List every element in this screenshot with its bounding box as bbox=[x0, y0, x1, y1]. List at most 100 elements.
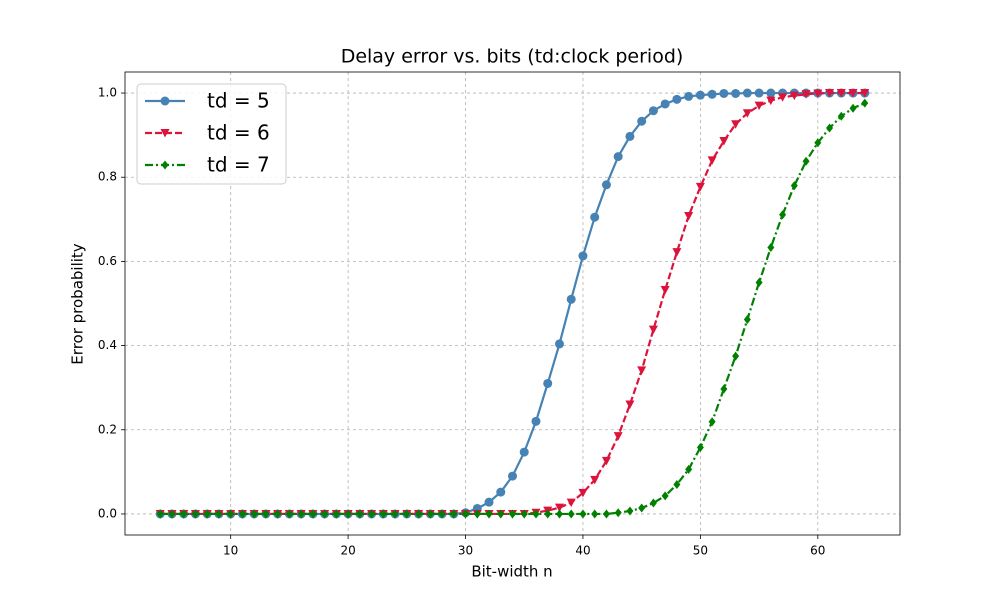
marker bbox=[590, 212, 600, 222]
x-tick-label: 50 bbox=[693, 544, 708, 558]
marker bbox=[578, 488, 588, 498]
marker bbox=[801, 90, 811, 99]
marker bbox=[848, 89, 858, 98]
legend-marker bbox=[160, 129, 170, 138]
marker bbox=[649, 498, 657, 508]
marker bbox=[789, 91, 799, 101]
marker bbox=[344, 509, 352, 519]
marker bbox=[849, 103, 857, 113]
legend-label: td = 5 bbox=[207, 89, 270, 113]
marker bbox=[743, 314, 751, 324]
marker bbox=[601, 456, 611, 466]
marker bbox=[215, 509, 223, 519]
marker bbox=[332, 509, 340, 519]
marker bbox=[191, 509, 199, 519]
marker bbox=[496, 487, 506, 497]
marker bbox=[519, 447, 529, 457]
marker bbox=[766, 96, 776, 106]
marker bbox=[485, 509, 493, 519]
marker bbox=[754, 88, 764, 98]
marker bbox=[731, 88, 741, 98]
marker bbox=[696, 442, 704, 452]
marker bbox=[802, 156, 810, 166]
marker bbox=[613, 432, 623, 441]
marker bbox=[614, 508, 622, 518]
marker bbox=[625, 400, 635, 410]
marker bbox=[379, 509, 387, 519]
marker bbox=[520, 509, 528, 519]
marker bbox=[203, 509, 211, 519]
marker bbox=[285, 509, 293, 519]
marker bbox=[579, 509, 587, 519]
marker bbox=[602, 509, 610, 519]
marker bbox=[473, 509, 481, 519]
marker bbox=[695, 182, 705, 192]
marker bbox=[567, 509, 575, 519]
marker bbox=[672, 248, 682, 257]
marker bbox=[613, 152, 623, 162]
y-tick-label: 1.0 bbox=[98, 86, 117, 100]
marker bbox=[555, 509, 563, 519]
marker bbox=[837, 111, 845, 121]
marker bbox=[509, 509, 516, 519]
x-tick-label: 30 bbox=[458, 544, 473, 558]
marker bbox=[438, 509, 446, 519]
marker bbox=[566, 498, 576, 508]
marker bbox=[462, 509, 470, 519]
marker bbox=[742, 88, 752, 98]
marker bbox=[732, 351, 740, 361]
marker bbox=[262, 509, 270, 519]
marker bbox=[825, 89, 835, 98]
y-tick-label: 0.0 bbox=[98, 506, 117, 520]
y-tick-label: 0.2 bbox=[98, 422, 117, 436]
x-tick-label: 40 bbox=[575, 544, 590, 558]
marker bbox=[532, 509, 540, 519]
marker bbox=[590, 475, 600, 485]
marker bbox=[450, 509, 458, 519]
marker bbox=[168, 509, 176, 519]
marker bbox=[554, 503, 564, 513]
marker bbox=[227, 509, 235, 519]
marker bbox=[755, 277, 763, 287]
marker bbox=[826, 123, 834, 133]
series bbox=[156, 98, 869, 519]
marker bbox=[661, 491, 669, 501]
marker bbox=[415, 509, 423, 519]
marker bbox=[648, 325, 658, 335]
marker bbox=[578, 251, 588, 261]
marker bbox=[742, 109, 752, 118]
marker bbox=[813, 89, 823, 98]
marker bbox=[484, 497, 494, 507]
marker bbox=[707, 156, 717, 165]
marker bbox=[297, 509, 305, 519]
marker bbox=[156, 509, 164, 519]
legend-marker bbox=[160, 96, 170, 106]
marker bbox=[566, 294, 576, 304]
marker bbox=[673, 479, 681, 489]
marker bbox=[719, 137, 729, 146]
legend-marker bbox=[161, 160, 169, 170]
y-axis-label: Error probability bbox=[69, 243, 87, 364]
marker bbox=[250, 509, 258, 519]
marker bbox=[860, 89, 870, 98]
chart-title: Delay error vs. bits (td:clock period) bbox=[341, 46, 684, 68]
marker bbox=[403, 509, 411, 519]
marker bbox=[321, 509, 329, 519]
marker bbox=[836, 89, 846, 98]
legend-label: td = 7 bbox=[207, 153, 270, 177]
marker bbox=[638, 503, 646, 513]
marker bbox=[309, 509, 317, 519]
marker bbox=[754, 101, 764, 111]
x-axis-label: Bit-width n bbox=[471, 563, 552, 581]
marker bbox=[731, 120, 741, 129]
marker bbox=[861, 98, 869, 108]
marker bbox=[684, 211, 694, 221]
y-tick-label: 0.4 bbox=[98, 338, 117, 352]
x-tick-label: 60 bbox=[810, 544, 825, 558]
marker bbox=[648, 106, 658, 116]
marker bbox=[544, 509, 552, 519]
marker bbox=[637, 366, 647, 375]
marker bbox=[767, 243, 775, 253]
marker bbox=[274, 509, 282, 519]
